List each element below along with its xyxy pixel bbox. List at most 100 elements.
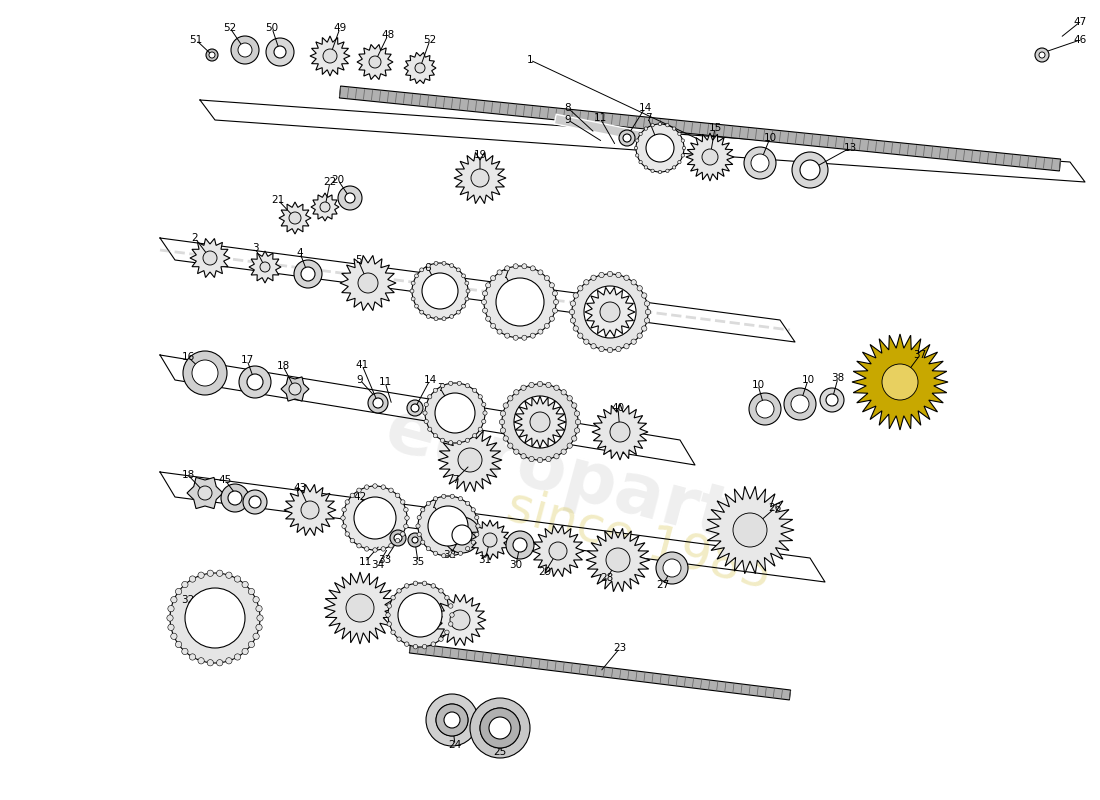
Circle shape — [398, 593, 442, 637]
Circle shape — [407, 400, 424, 416]
Circle shape — [800, 160, 820, 180]
Circle shape — [636, 154, 639, 157]
Circle shape — [465, 546, 470, 550]
Circle shape — [442, 317, 446, 321]
Circle shape — [422, 645, 427, 649]
Circle shape — [397, 589, 401, 593]
Text: 50: 50 — [265, 23, 278, 33]
Circle shape — [242, 648, 249, 654]
Circle shape — [422, 411, 427, 415]
Circle shape — [549, 316, 554, 322]
Polygon shape — [434, 594, 486, 646]
Text: 20: 20 — [331, 175, 344, 185]
Circle shape — [221, 484, 249, 512]
Circle shape — [572, 403, 576, 408]
Circle shape — [641, 293, 647, 298]
Circle shape — [456, 310, 460, 314]
Circle shape — [503, 436, 508, 441]
Circle shape — [645, 301, 650, 306]
Circle shape — [207, 660, 213, 666]
Circle shape — [598, 346, 604, 352]
Text: 10: 10 — [802, 375, 815, 385]
Circle shape — [513, 264, 518, 269]
Text: 27: 27 — [657, 580, 670, 590]
Circle shape — [289, 383, 301, 395]
Text: 7: 7 — [430, 500, 437, 510]
Circle shape — [428, 394, 432, 399]
Polygon shape — [686, 133, 734, 181]
Circle shape — [672, 166, 675, 169]
Circle shape — [444, 630, 449, 634]
Polygon shape — [592, 404, 648, 460]
Polygon shape — [586, 528, 650, 592]
Circle shape — [529, 456, 535, 462]
Circle shape — [415, 304, 418, 308]
Text: 23: 23 — [614, 643, 627, 653]
Circle shape — [420, 508, 425, 512]
Circle shape — [387, 604, 392, 608]
Circle shape — [658, 122, 662, 126]
Text: 32: 32 — [443, 550, 456, 560]
Text: 40: 40 — [612, 403, 625, 413]
Circle shape — [440, 384, 444, 388]
Circle shape — [483, 291, 487, 296]
Text: 21: 21 — [272, 195, 285, 205]
Circle shape — [204, 251, 217, 265]
Text: 6: 6 — [425, 263, 431, 273]
Text: 11: 11 — [359, 557, 372, 567]
Circle shape — [656, 552, 688, 584]
Circle shape — [538, 270, 543, 275]
Text: 47: 47 — [1074, 17, 1087, 27]
Circle shape — [345, 500, 350, 504]
Polygon shape — [280, 377, 309, 401]
Circle shape — [368, 393, 388, 413]
Circle shape — [606, 548, 630, 572]
Circle shape — [260, 262, 270, 272]
Circle shape — [183, 351, 227, 395]
Circle shape — [566, 443, 572, 448]
Circle shape — [427, 502, 430, 506]
Circle shape — [404, 507, 408, 512]
Circle shape — [395, 493, 400, 498]
Circle shape — [646, 134, 674, 162]
Circle shape — [499, 419, 505, 425]
Circle shape — [390, 595, 395, 600]
Circle shape — [537, 458, 542, 462]
Text: 18: 18 — [182, 470, 195, 480]
Circle shape — [431, 642, 436, 646]
Text: since 1985: since 1985 — [502, 482, 778, 598]
Circle shape — [610, 422, 630, 442]
Circle shape — [483, 411, 487, 415]
Circle shape — [484, 266, 556, 338]
Text: 8: 8 — [564, 103, 571, 113]
Circle shape — [442, 262, 446, 266]
Circle shape — [641, 326, 647, 331]
Circle shape — [624, 275, 629, 281]
Circle shape — [658, 170, 662, 174]
Circle shape — [553, 454, 559, 459]
Polygon shape — [310, 36, 350, 76]
Circle shape — [256, 606, 262, 612]
Circle shape — [791, 395, 808, 413]
Circle shape — [450, 610, 470, 630]
Circle shape — [167, 615, 173, 621]
Circle shape — [388, 583, 452, 647]
Circle shape — [381, 546, 385, 551]
Text: 7: 7 — [502, 270, 508, 280]
Text: 32: 32 — [182, 595, 195, 605]
Circle shape — [573, 293, 579, 298]
Circle shape — [482, 402, 486, 406]
Circle shape — [546, 382, 551, 388]
Circle shape — [431, 584, 436, 588]
Circle shape — [666, 123, 669, 127]
Circle shape — [645, 166, 648, 169]
Text: 31: 31 — [478, 555, 492, 565]
Circle shape — [182, 648, 188, 654]
Circle shape — [411, 297, 415, 301]
Circle shape — [439, 589, 443, 593]
Circle shape — [189, 576, 196, 582]
Text: 10: 10 — [763, 133, 777, 143]
Circle shape — [553, 299, 559, 305]
Circle shape — [1035, 48, 1049, 62]
Text: 4: 4 — [297, 248, 304, 258]
